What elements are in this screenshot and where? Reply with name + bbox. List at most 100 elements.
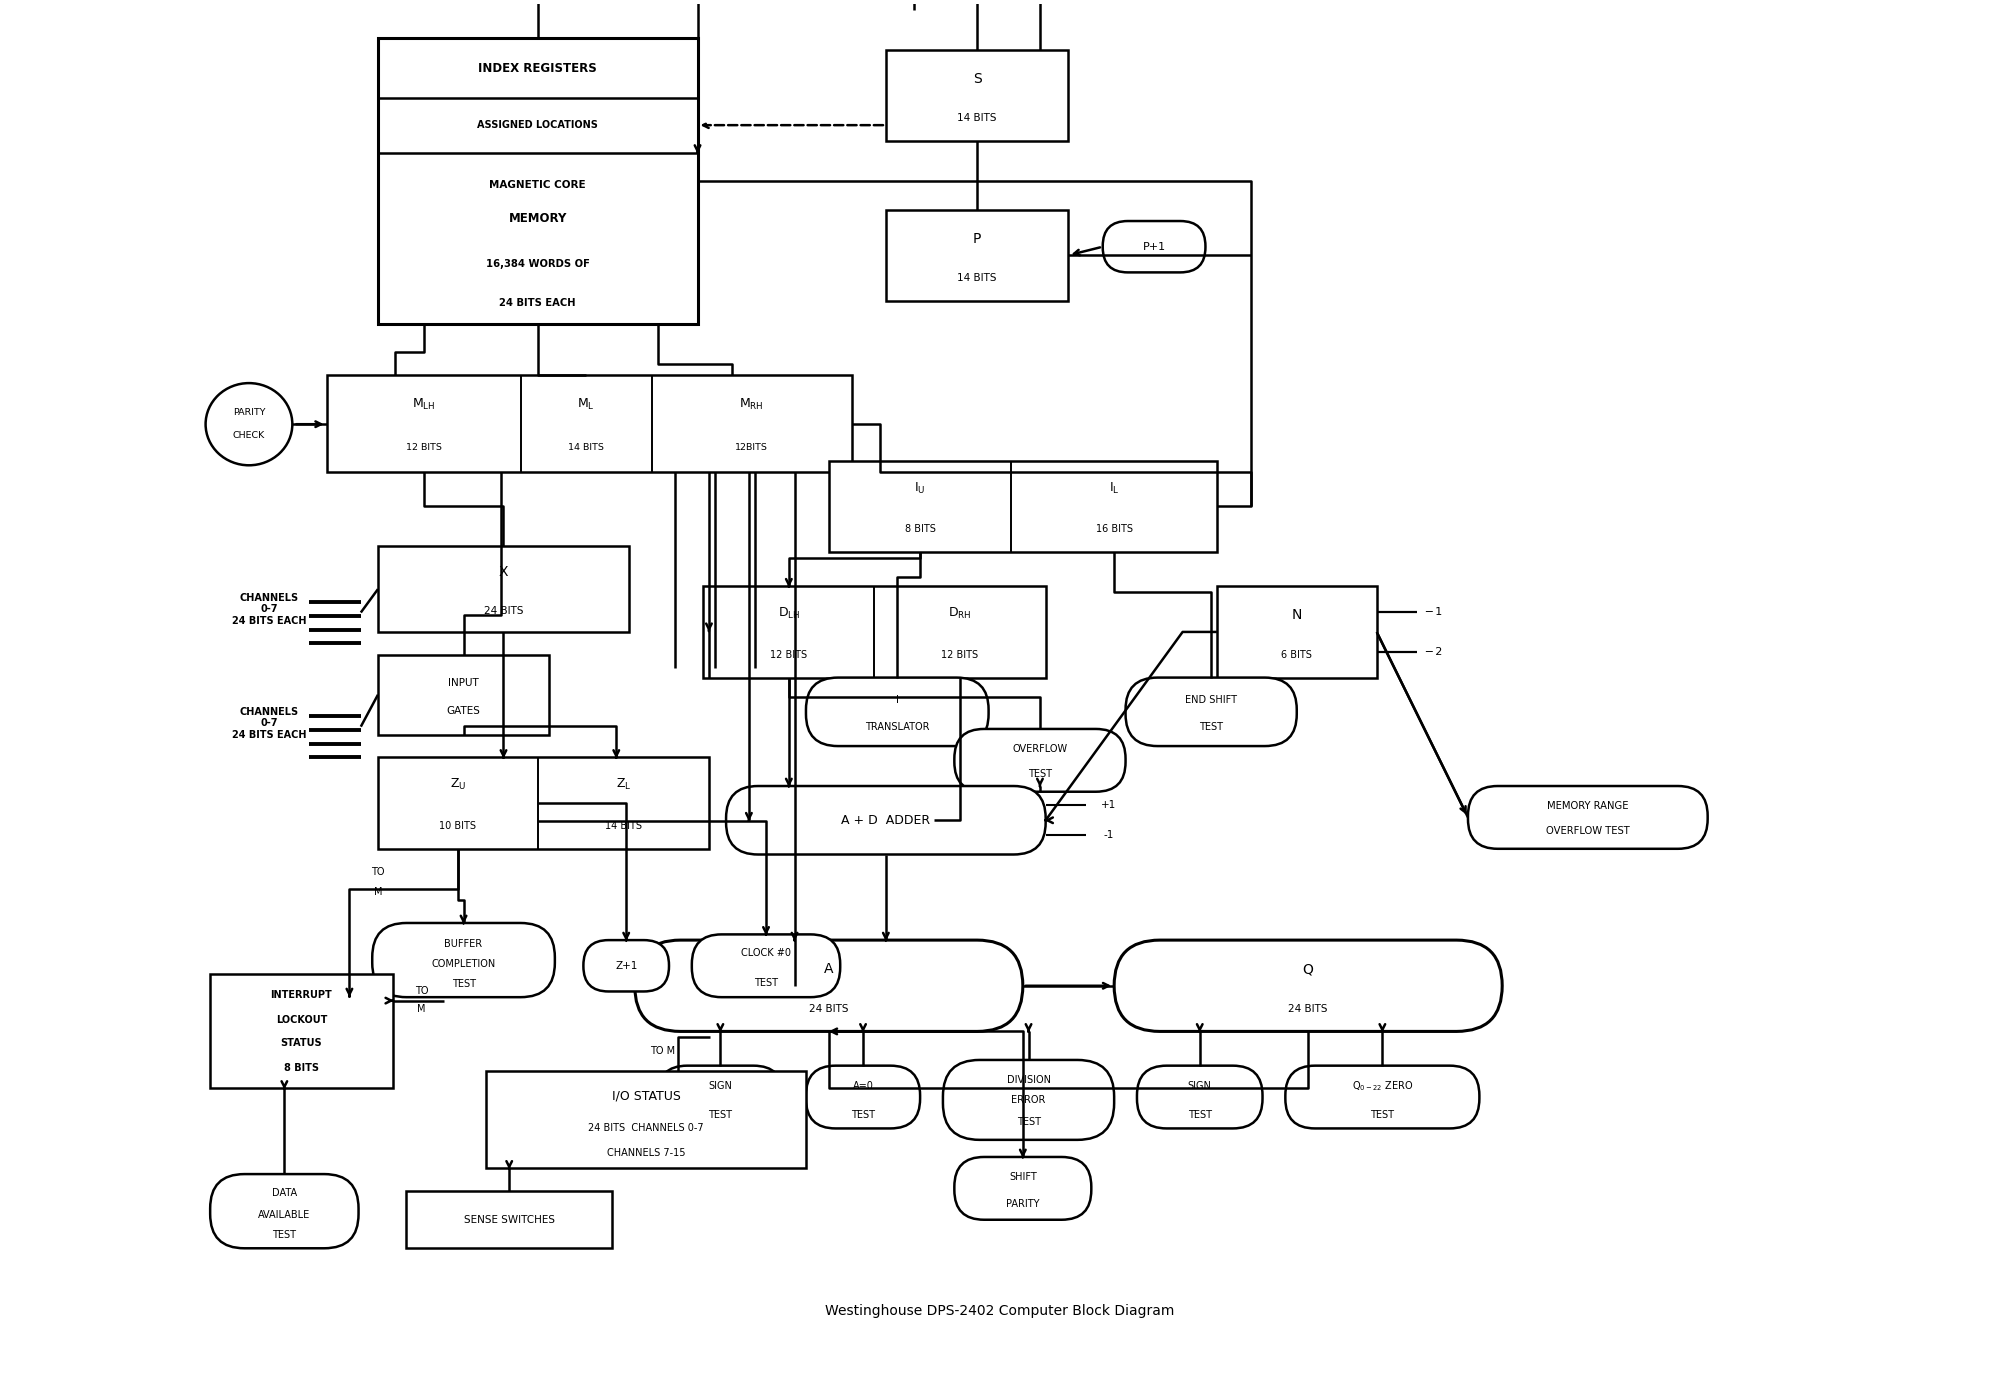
Bar bbox=[406, 1191, 612, 1248]
Text: ─ 1: ─ 1 bbox=[1426, 606, 1442, 617]
Text: MAGNETIC CORE: MAGNETIC CORE bbox=[490, 179, 586, 190]
Text: INPUT: INPUT bbox=[448, 678, 478, 688]
Text: I$_\mathsf{U}$: I$_\mathsf{U}$ bbox=[914, 481, 926, 496]
Text: PARITY: PARITY bbox=[232, 408, 266, 418]
Text: 16 BITS: 16 BITS bbox=[1096, 524, 1132, 535]
Bar bbox=[1216, 586, 1376, 678]
Text: -1: -1 bbox=[1104, 831, 1114, 841]
Text: 24 BITS: 24 BITS bbox=[810, 1003, 848, 1014]
Bar bbox=[704, 586, 1046, 678]
Text: A + D  ADDER: A + D ADDER bbox=[842, 814, 930, 827]
Bar bbox=[378, 655, 550, 734]
Text: COMPLETION: COMPLETION bbox=[432, 959, 496, 969]
Text: 24 BITS  CHANNELS 0-7: 24 BITS CHANNELS 0-7 bbox=[588, 1123, 704, 1133]
Text: CHANNELS 7-15: CHANNELS 7-15 bbox=[606, 1148, 686, 1158]
Text: 14 BITS: 14 BITS bbox=[568, 444, 604, 452]
FancyBboxPatch shape bbox=[1126, 678, 1296, 745]
Text: CHANNELS
0-7
24 BITS EACH: CHANNELS 0-7 24 BITS EACH bbox=[232, 707, 306, 740]
Text: Z+1: Z+1 bbox=[616, 960, 638, 970]
FancyBboxPatch shape bbox=[806, 1065, 920, 1129]
Text: CLOCK #0: CLOCK #0 bbox=[742, 948, 792, 958]
FancyBboxPatch shape bbox=[372, 923, 554, 998]
FancyBboxPatch shape bbox=[954, 729, 1126, 792]
Text: TO: TO bbox=[414, 987, 428, 996]
Text: TEST: TEST bbox=[1016, 1118, 1040, 1127]
Text: 12 BITS: 12 BITS bbox=[406, 444, 442, 452]
Text: TEST: TEST bbox=[1028, 769, 1052, 779]
Text: Z$_\mathsf{L}$: Z$_\mathsf{L}$ bbox=[616, 777, 632, 792]
Bar bbox=[378, 758, 708, 849]
Text: M$_\mathsf{L}$: M$_\mathsf{L}$ bbox=[578, 397, 596, 412]
FancyBboxPatch shape bbox=[726, 785, 1046, 854]
Bar bbox=[486, 1071, 806, 1169]
Text: DIVISION: DIVISION bbox=[1006, 1075, 1050, 1084]
FancyBboxPatch shape bbox=[1136, 1065, 1262, 1129]
Text: TEST: TEST bbox=[272, 1231, 296, 1240]
Text: 12 BITS: 12 BITS bbox=[942, 650, 978, 660]
Text: I: I bbox=[896, 695, 898, 704]
Text: TEST: TEST bbox=[1200, 722, 1224, 732]
Text: 14 BITS: 14 BITS bbox=[604, 821, 642, 831]
Text: STATUS: STATUS bbox=[280, 1038, 322, 1047]
Text: 14 BITS: 14 BITS bbox=[958, 113, 996, 123]
Text: M$_\mathsf{LH}$: M$_\mathsf{LH}$ bbox=[412, 397, 436, 412]
Text: P+1: P+1 bbox=[1142, 241, 1166, 252]
Text: SIGN: SIGN bbox=[708, 1080, 732, 1091]
Text: TEST: TEST bbox=[452, 978, 476, 989]
Text: OVERFLOW: OVERFLOW bbox=[1012, 744, 1068, 754]
Text: TEST: TEST bbox=[852, 1109, 876, 1119]
Text: 24 BITS: 24 BITS bbox=[484, 605, 524, 616]
FancyBboxPatch shape bbox=[1286, 1065, 1480, 1129]
Text: END SHIFT: END SHIFT bbox=[1186, 695, 1238, 704]
Text: TRANSLATOR: TRANSLATOR bbox=[866, 722, 930, 732]
Text: 24 BITS: 24 BITS bbox=[1288, 1003, 1328, 1014]
Bar bbox=[378, 546, 630, 633]
Text: 24 BITS EACH: 24 BITS EACH bbox=[500, 298, 576, 309]
Text: TO M: TO M bbox=[650, 1046, 674, 1056]
Text: TEST: TEST bbox=[1188, 1109, 1212, 1119]
Text: PARITY: PARITY bbox=[1006, 1199, 1040, 1209]
Text: D$_\mathsf{RH}$: D$_\mathsf{RH}$ bbox=[948, 606, 972, 621]
Text: I$_\mathsf{L}$: I$_\mathsf{L}$ bbox=[1108, 481, 1120, 496]
FancyBboxPatch shape bbox=[210, 1174, 358, 1248]
FancyBboxPatch shape bbox=[942, 1060, 1114, 1140]
FancyBboxPatch shape bbox=[1102, 220, 1206, 273]
Text: TEST: TEST bbox=[708, 1109, 732, 1119]
Text: MEMORY: MEMORY bbox=[508, 212, 566, 225]
Text: ─ 2: ─ 2 bbox=[1426, 648, 1442, 657]
Text: M: M bbox=[374, 887, 382, 897]
Text: INTERRUPT: INTERRUPT bbox=[270, 989, 332, 1000]
Text: SENSE SWITCHES: SENSE SWITCHES bbox=[464, 1215, 554, 1225]
Text: N: N bbox=[1292, 609, 1302, 623]
Text: INDEX REGISTERS: INDEX REGISTERS bbox=[478, 62, 598, 74]
FancyBboxPatch shape bbox=[806, 678, 988, 745]
FancyBboxPatch shape bbox=[1468, 785, 1708, 849]
Ellipse shape bbox=[206, 383, 292, 466]
Text: 8 BITS: 8 BITS bbox=[284, 1062, 318, 1073]
Text: CHECK: CHECK bbox=[232, 431, 266, 440]
Text: Z$_\mathsf{U}$: Z$_\mathsf{U}$ bbox=[450, 777, 466, 792]
Bar bbox=[828, 460, 1216, 553]
Text: LOCKOUT: LOCKOUT bbox=[276, 1016, 328, 1025]
Text: AVAILABLE: AVAILABLE bbox=[258, 1210, 310, 1220]
Text: 12BITS: 12BITS bbox=[736, 444, 768, 452]
Text: 16,384 WORDS OF: 16,384 WORDS OF bbox=[486, 259, 590, 270]
Bar bbox=[326, 375, 852, 473]
Text: S: S bbox=[972, 72, 982, 85]
Text: 8 BITS: 8 BITS bbox=[904, 524, 936, 535]
Text: CHANNELS
0-7
24 BITS EACH: CHANNELS 0-7 24 BITS EACH bbox=[232, 593, 306, 626]
Text: M: M bbox=[418, 1003, 426, 1014]
Text: M$_\mathsf{RH}$: M$_\mathsf{RH}$ bbox=[740, 397, 764, 412]
Bar bbox=[886, 50, 1068, 141]
Text: SIGN: SIGN bbox=[1188, 1080, 1212, 1091]
Bar bbox=[886, 209, 1068, 300]
Text: GATES: GATES bbox=[446, 706, 480, 715]
FancyBboxPatch shape bbox=[692, 934, 840, 998]
Text: ASSIGNED LOCATIONS: ASSIGNED LOCATIONS bbox=[478, 120, 598, 130]
Text: SHIFT: SHIFT bbox=[1008, 1173, 1036, 1182]
Text: ERROR: ERROR bbox=[1012, 1096, 1046, 1105]
FancyBboxPatch shape bbox=[954, 1158, 1092, 1220]
Text: 14 BITS: 14 BITS bbox=[958, 273, 996, 282]
Text: TEST: TEST bbox=[754, 978, 778, 988]
Text: X: X bbox=[498, 565, 508, 579]
